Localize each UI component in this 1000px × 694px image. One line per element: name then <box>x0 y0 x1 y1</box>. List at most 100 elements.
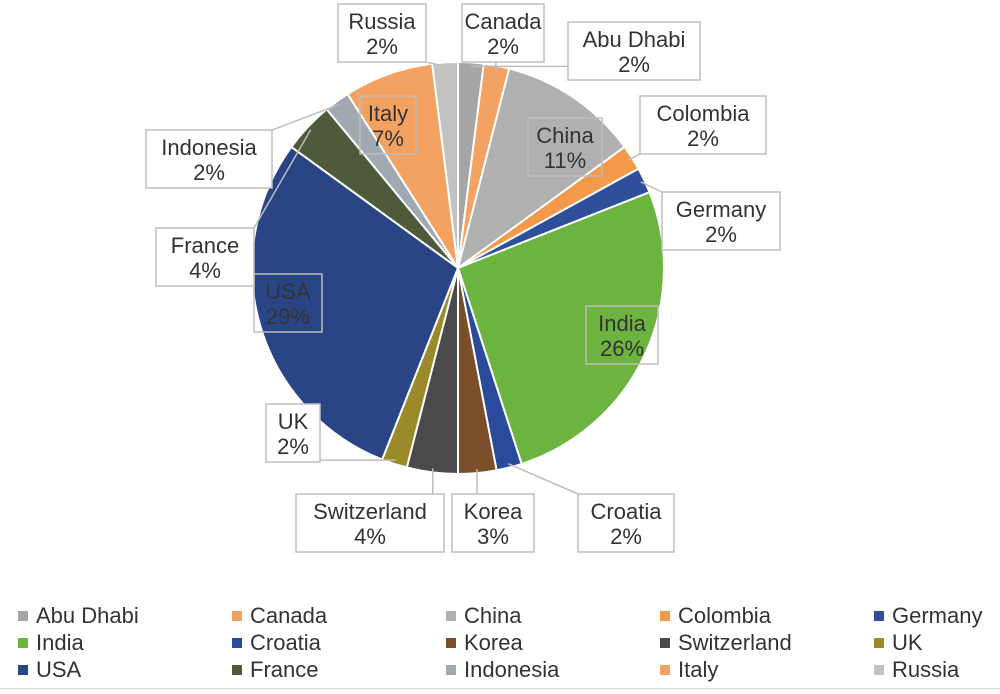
data-label-category: Abu Dhabi <box>583 27 686 52</box>
legend-swatch <box>660 637 670 648</box>
data-label-box <box>639 95 767 155</box>
leader-line <box>640 181 663 193</box>
data-label-category: Croatia <box>591 499 663 524</box>
legend-label: China <box>464 602 522 628</box>
data-label-value: 29% <box>266 304 310 329</box>
legend-item-italy: Italy <box>660 656 874 683</box>
legend-item-colombia: Colombia <box>660 602 874 629</box>
legend-item-uk: UK <box>874 629 1000 656</box>
divider <box>0 688 1000 689</box>
legend-item-canada: Canada <box>232 602 446 629</box>
data-label-category: Germany <box>676 197 766 222</box>
legend-swatch <box>232 610 242 621</box>
legend-item-usa: USA <box>18 656 232 683</box>
leader-line <box>271 103 340 131</box>
data-label-box <box>265 403 321 463</box>
data-label-box <box>567 21 701 81</box>
legend-label: Canada <box>250 602 328 628</box>
legend-label: UK <box>892 629 923 655</box>
legend-label: Switzerland <box>678 629 792 655</box>
data-label-value: 4% <box>189 258 221 283</box>
legend-item-france: France <box>232 656 446 683</box>
legend-label: Colombia <box>678 602 771 628</box>
data-label-value: 2% <box>610 524 642 549</box>
legend-swatch <box>232 664 242 675</box>
data-label-category: Indonesia <box>161 135 257 160</box>
data-label-box <box>451 493 535 553</box>
leader-line <box>507 463 579 495</box>
legend-label: Croatia <box>250 629 321 655</box>
data-label-value: 26% <box>600 336 644 361</box>
legend-swatch <box>660 610 670 621</box>
data-label-value: 7% <box>372 126 404 151</box>
data-label-box <box>461 3 545 63</box>
data-label-category: Italy <box>368 101 408 126</box>
data-label-box <box>661 191 781 251</box>
data-label-category: UK <box>278 409 309 434</box>
data-label-value: 4% <box>354 524 386 549</box>
legend-swatch <box>874 637 884 648</box>
legend-item-switzerland: Switzerland <box>660 629 874 656</box>
legend-label: Italy <box>678 656 719 682</box>
legend-swatch <box>18 637 28 648</box>
leader-line <box>253 129 312 229</box>
data-label-box <box>155 227 255 287</box>
data-label-value: 2% <box>687 126 719 151</box>
legend-swatch <box>18 610 28 621</box>
data-label-box <box>253 273 323 333</box>
data-label-box <box>337 3 427 63</box>
legend-swatch <box>874 610 884 621</box>
data-label-category: Canada <box>464 9 542 34</box>
pie-slice-india <box>456 190 665 466</box>
leader-line <box>425 61 446 68</box>
data-label-value: 3% <box>477 524 509 549</box>
data-label-value: 2% <box>366 34 398 59</box>
legend-label: Korea <box>464 629 523 655</box>
legend-label: USA <box>36 656 82 682</box>
data-label-uk: UK2% <box>265 403 321 463</box>
legend-item-germany: Germany <box>874 602 1000 629</box>
leader-line <box>628 153 641 161</box>
data-label-value: 2% <box>193 160 225 185</box>
data-label-value: 2% <box>487 34 519 59</box>
legend-label: Germany <box>892 602 983 628</box>
legend-swatch <box>660 664 670 675</box>
legend-item-india: India <box>18 629 232 656</box>
legend-swatch <box>446 637 456 648</box>
data-label-box <box>527 117 603 177</box>
legend-swatch <box>874 664 884 675</box>
legend-item-indonesia: Indonesia <box>446 656 660 683</box>
data-label-box <box>145 129 273 189</box>
legend-label: Abu Dhabi <box>36 602 139 628</box>
data-label-value: 2% <box>277 434 309 459</box>
data-label-box <box>577 493 675 553</box>
legend-label: France <box>250 656 319 682</box>
legend-swatch <box>446 664 456 675</box>
data-labels: Abu Dhabi2%Canada2%China11%Colombia2%Ger… <box>145 3 781 553</box>
data-label-box <box>295 493 445 553</box>
data-label-box <box>359 95 417 155</box>
legend-item-china: China <box>446 602 660 629</box>
data-label-category: France <box>171 233 239 258</box>
legend-label: India <box>36 629 84 655</box>
legend-swatch <box>18 664 28 675</box>
data-label-category: Korea <box>464 499 523 524</box>
legend-label: Russia <box>892 656 960 682</box>
legend-label: Indonesia <box>464 656 560 682</box>
legend-item-abu-dhabi: Abu Dhabi <box>18 602 232 629</box>
data-label-category: India <box>598 311 646 336</box>
legend-swatch <box>446 610 456 621</box>
data-label-value: 11% <box>544 148 586 173</box>
data-label-category: Russia <box>348 9 416 34</box>
